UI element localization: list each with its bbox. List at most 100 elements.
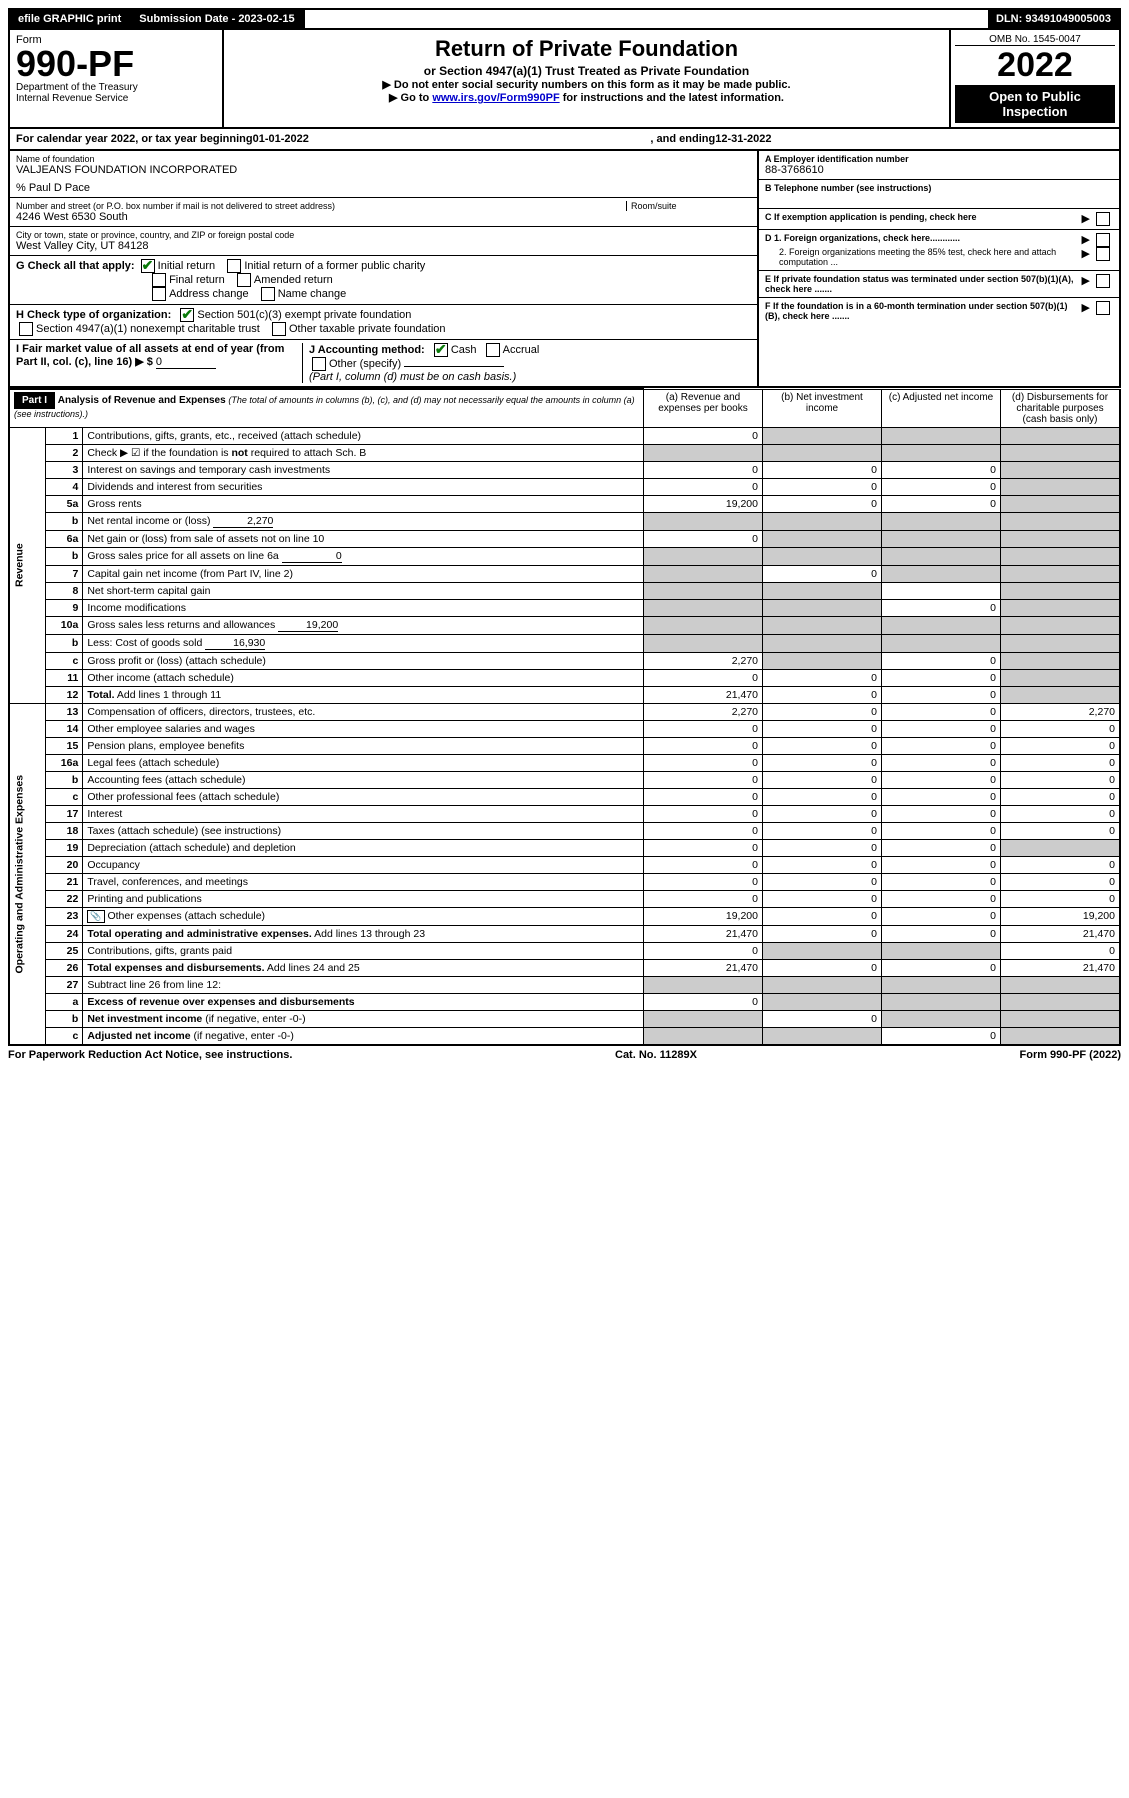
cell-b	[763, 616, 882, 634]
room-label: Room/suite	[631, 201, 751, 211]
cell-b	[763, 993, 882, 1010]
line-desc: Excess of revenue over expenses and disb…	[83, 993, 644, 1010]
check-amended[interactable]	[237, 273, 251, 287]
line-desc: Contributions, gifts, grants paid	[83, 942, 644, 959]
check-name-change[interactable]	[261, 287, 275, 301]
cell-b	[763, 1027, 882, 1045]
line-number: 14	[46, 720, 83, 737]
check-cash[interactable]	[434, 343, 448, 357]
check-c[interactable]	[1096, 212, 1110, 226]
table-row: bNet investment income (if negative, ent…	[9, 1010, 1120, 1027]
cell-a	[644, 1010, 763, 1027]
caly-a: For calendar year 2022, or tax year begi…	[16, 133, 253, 145]
check-e[interactable]	[1096, 274, 1110, 288]
note-link-row: ▶ Go to www.irs.gov/Form990PF for instru…	[230, 91, 943, 104]
cell-b: 0	[763, 805, 882, 822]
cell-a	[644, 444, 763, 461]
cell-b: 0	[763, 720, 882, 737]
check-501c3[interactable]	[180, 308, 194, 322]
line-desc: Less: Cost of goods sold 16,930	[83, 634, 644, 652]
line-desc: Other income (attach schedule)	[83, 669, 644, 686]
cell-b	[763, 512, 882, 530]
line-desc: Compensation of officers, directors, tru…	[83, 703, 644, 720]
line-number: 25	[46, 942, 83, 959]
cell-d	[1001, 547, 1121, 565]
caly-b: , and ending	[650, 133, 715, 145]
check-d1[interactable]	[1096, 233, 1110, 247]
line-number: 13	[46, 703, 83, 720]
cell-d	[1001, 652, 1121, 669]
cell-c: 0	[882, 925, 1001, 942]
line-number: b	[46, 512, 83, 530]
check-4947[interactable]	[19, 322, 33, 336]
check-other-taxable[interactable]	[272, 322, 286, 336]
cell-d	[1001, 634, 1121, 652]
line-desc: Depreciation (attach schedule) and deple…	[83, 839, 644, 856]
cell-a: 0	[644, 478, 763, 495]
line-desc: Travel, conferences, and meetings	[83, 873, 644, 890]
check-address-change[interactable]	[152, 287, 166, 301]
cell-c: 0	[882, 1027, 1001, 1045]
cell-d	[1001, 669, 1121, 686]
note2-post: for instructions and the latest informat…	[560, 92, 784, 104]
cell-c	[882, 976, 1001, 993]
line-desc: Other employee salaries and wages	[83, 720, 644, 737]
check-final[interactable]	[152, 273, 166, 287]
cell-a: 0	[644, 822, 763, 839]
cell-a: 19,200	[644, 907, 763, 925]
line-desc: Interest	[83, 805, 644, 822]
check-initial-return[interactable]	[141, 259, 155, 273]
cell-b: 0	[763, 907, 882, 925]
cell-c	[882, 427, 1001, 444]
check-other-method[interactable]	[312, 357, 326, 371]
cell-a: 0	[644, 669, 763, 686]
table-row: cOther professional fees (attach schedul…	[9, 788, 1120, 805]
cell-b	[763, 427, 882, 444]
cell-b: 0	[763, 703, 882, 720]
check-accrual[interactable]	[486, 343, 500, 357]
table-row: 17Interest0000	[9, 805, 1120, 822]
line-desc: Net investment income (if negative, ente…	[83, 1010, 644, 1027]
cell-c: 0	[882, 478, 1001, 495]
table-row: 16aLegal fees (attach schedule)0000	[9, 754, 1120, 771]
cell-d: 2,270	[1001, 703, 1121, 720]
line-number: 16a	[46, 754, 83, 771]
form-number: 990-PF	[16, 46, 216, 82]
cell-c: 0	[882, 737, 1001, 754]
cell-a	[644, 976, 763, 993]
form-header: Form 990-PF Department of the Treasury I…	[8, 30, 1121, 129]
cell-a: 0	[644, 993, 763, 1010]
col-d-header: (d) Disbursements for charitable purpose…	[1001, 389, 1121, 427]
form990pf-link[interactable]: www.irs.gov/Form990PF	[432, 92, 559, 104]
city-state-zip: West Valley City, UT 84128	[16, 240, 751, 252]
table-row: Operating and Administrative Expenses13C…	[9, 703, 1120, 720]
ein-value: 88-3768610	[765, 164, 1113, 176]
attachment-icon[interactable]: 📎	[87, 910, 104, 923]
c-label: C If exemption application is pending, c…	[765, 212, 1075, 222]
cell-a: 0	[644, 771, 763, 788]
cell-c: 0	[882, 788, 1001, 805]
cell-b: 0	[763, 856, 882, 873]
cell-d	[1001, 530, 1121, 547]
cell-c: 0	[882, 839, 1001, 856]
cell-a: 0	[644, 737, 763, 754]
form-title: Return of Private Foundation	[230, 36, 943, 62]
line-number: 22	[46, 890, 83, 907]
table-row: 6aNet gain or (loss) from sale of assets…	[9, 530, 1120, 547]
check-f[interactable]	[1096, 301, 1110, 315]
caly-begin: 01-01-2022	[253, 133, 309, 145]
cell-a: 2,270	[644, 652, 763, 669]
form-subtitle: or Section 4947(a)(1) Trust Treated as P…	[230, 64, 943, 78]
table-row: 8Net short-term capital gain	[9, 582, 1120, 599]
check-d2[interactable]	[1096, 247, 1110, 261]
cell-b	[763, 599, 882, 616]
cell-d: 0	[1001, 805, 1121, 822]
cell-a	[644, 582, 763, 599]
check-initial-former[interactable]	[227, 259, 241, 273]
line-desc: Net short-term capital gain	[83, 582, 644, 599]
cell-a: 0	[644, 461, 763, 478]
page-footer: For Paperwork Reduction Act Notice, see …	[8, 1046, 1121, 1061]
other-method-field	[404, 366, 504, 367]
cell-d	[1001, 444, 1121, 461]
d1-label: D 1. Foreign organizations, check here..…	[765, 233, 1075, 243]
